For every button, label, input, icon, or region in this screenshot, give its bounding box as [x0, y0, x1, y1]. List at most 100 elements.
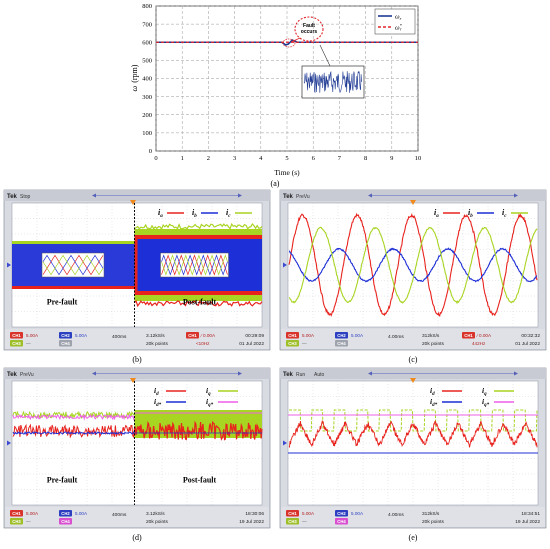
- trigger-level: ∕ 0.00A: [200, 333, 216, 338]
- trigger-level: ∕ 0.00A: [476, 333, 492, 338]
- clock-time: 18:34:51: [521, 511, 540, 517]
- y-axis-symbol: ω: [130, 85, 139, 91]
- record-length-readout: 20k points: [146, 341, 168, 347]
- y-axis-unit: (rpm): [130, 64, 139, 83]
- scope-footer-d: CH1 5.00A CH2 5.00A CH3 — CH4 400ms 3.12kS/s 20k …: [5, 507, 269, 527]
- clock-date: 01 Jul 2022: [515, 341, 540, 347]
- ch1-scale: 5.00A: [302, 511, 315, 516]
- legend-label-wr: ωr: [395, 14, 402, 22]
- label-postfault: Post-fault: [183, 476, 217, 485]
- ch2-scale: 5.00A: [351, 333, 364, 338]
- ch4-badge-label: CH4: [337, 341, 346, 346]
- waveform-zoom-inset-post: [160, 252, 229, 278]
- scope-legend-c: ia ib ic: [434, 208, 528, 219]
- y-tick-label: 800: [142, 3, 152, 10]
- ch1-badge-label: CH1: [12, 333, 21, 338]
- clock-date: 01 Jul 2022: [239, 341, 264, 347]
- scope-screen-c: [287, 202, 539, 328]
- sample-rate-readout: 3.12kS/s: [146, 333, 165, 339]
- waveform-postfault-noise-bottom: [134, 299, 263, 308]
- scope-brand-d: Tek: [7, 372, 18, 378]
- ch3-badge: [286, 518, 299, 525]
- record-length-readout: 20k points: [422, 519, 444, 525]
- y-axis-label-a: ω (rpm): [130, 64, 139, 91]
- legend-label-id*: id*: [154, 397, 162, 408]
- scope-timebar-right-icon-d: [238, 371, 242, 376]
- x-tick-label: 9: [390, 155, 393, 162]
- waveform-postfault-noise-top: [134, 222, 263, 231]
- scope-legend-e: id iq id* iq*: [430, 386, 514, 408]
- ch3-scale: —: [302, 519, 307, 524]
- ch2-badge-label: CH2: [61, 333, 70, 338]
- legend-label-ib: ib: [192, 208, 197, 219]
- record-length-readout: 20k points: [422, 341, 444, 347]
- sample-rate-readout: 312kS/s: [422, 333, 440, 339]
- x-tick-label: 0: [154, 155, 157, 162]
- ch3-badge-label: CH3: [12, 341, 21, 346]
- ch3-scale: —: [26, 341, 31, 346]
- scope-channel-marker-icon-c: [283, 262, 287, 268]
- scope-brand-c: Tek: [283, 194, 294, 200]
- waveform-id: [288, 419, 538, 449]
- ch2-badge: [59, 332, 72, 339]
- caption-a: (a): [271, 179, 280, 188]
- waveform-prefault-iq-ref: [12, 413, 135, 421]
- scope-footer-e: CH1 5.00A CH2 5.00A CH3 — CH4 4.00ms 312kS/s 20k …: [281, 507, 545, 527]
- scope-footer-c: CH1 5.00A CH2 5.00A CH3 — CH4 4.00ms 312kS/s 20k …: [281, 329, 545, 349]
- waveform-postfault-id: [133, 420, 263, 441]
- legend-label-ia: ia: [434, 208, 439, 219]
- scope-status-e: Run: [296, 372, 305, 378]
- trigger-badge-label: CH1: [464, 333, 473, 338]
- series-a: [156, 39, 418, 46]
- legend-label-iq: iq: [206, 386, 211, 397]
- ch4-badge: [335, 518, 348, 525]
- waveform-prefault-edge-bottom: [12, 286, 135, 289]
- trigger-badge: [186, 332, 199, 339]
- ch3-badge-label: CH3: [288, 341, 297, 346]
- x-axis-label-a: Time (s): [274, 168, 300, 177]
- y-tick-label: 200: [142, 112, 152, 119]
- zoom-connector: [319, 44, 331, 67]
- legend-label-ic: ic: [502, 208, 507, 219]
- frequency-readout: <10Hz: [196, 341, 210, 346]
- ch3-badge: [10, 340, 23, 347]
- scope-trigger-icon-c: [410, 200, 416, 205]
- ch2-scale: 5.00A: [75, 511, 88, 516]
- scope-waveforms-b: Pre-fault Post-fault: [12, 203, 263, 327]
- scope-trigger-icon-b: [130, 200, 136, 205]
- ch1-badge: [286, 510, 299, 517]
- sample-rate-readout: 3.12kS/s: [146, 511, 165, 517]
- scope-waveforms-c: [288, 212, 538, 317]
- fault-text-1: Fault: [303, 23, 315, 29]
- y-tick-label: 100: [142, 130, 152, 137]
- legend-label-id: id: [154, 386, 159, 397]
- ch2-scale: 5.00A: [351, 511, 364, 516]
- ch3-scale: —: [26, 519, 31, 524]
- record-length-readout: 20k points: [146, 519, 168, 525]
- waveform-phase-a: [288, 212, 538, 317]
- waveform-prefault-id: [12, 423, 135, 439]
- scope-trigger-icon-e: [410, 378, 416, 383]
- scope-timebar-right-icon-c: [514, 193, 518, 198]
- timebase-readout: 400ms: [112, 512, 127, 518]
- scope-footer-bg: [5, 329, 269, 349]
- scope-status-c: PreVu: [296, 194, 310, 200]
- legend-a: ωr ω* r: [374, 8, 416, 35]
- timebase-readout: 400ms: [112, 334, 127, 340]
- waveform-phase-c: [288, 226, 538, 305]
- clock-date: 19 Jul 2022: [515, 519, 540, 525]
- legend-label-id*: id*: [430, 397, 438, 408]
- ch4-badge-label: CH4: [337, 519, 346, 524]
- clock-time: 18:30:06: [245, 511, 264, 517]
- caption-d: (d): [132, 533, 142, 542]
- ch4-badge: [335, 340, 348, 347]
- fault-arrow: [290, 37, 301, 43]
- caption-e: (e): [409, 533, 418, 542]
- y-tick-label: 700: [142, 21, 152, 28]
- scope-footer-bg: [5, 507, 269, 527]
- scope-timebar-left-icon-d: [92, 371, 96, 376]
- ch2-scale: 5.00A: [75, 333, 88, 338]
